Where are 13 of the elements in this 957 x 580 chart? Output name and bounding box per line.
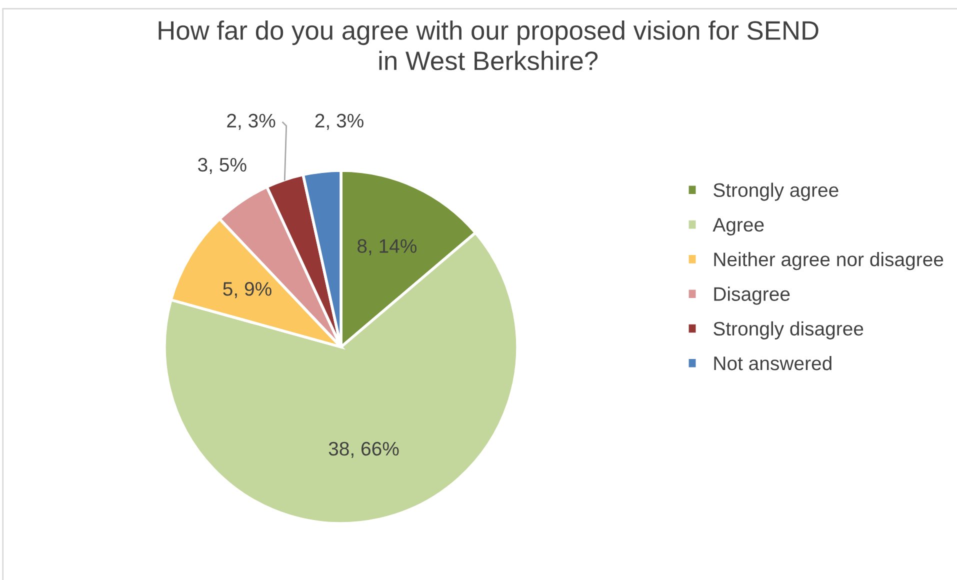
legend-label: Strongly disagree (714, 321, 864, 340)
data-label: 38, 66% (328, 442, 399, 458)
data-label: 3, 5% (198, 158, 246, 174)
legend-label: Agree (712, 218, 764, 236)
legend-label: Neither agree nor disagree (714, 252, 944, 270)
legend-label: Strongly agree (714, 182, 838, 201)
data-label: 2, 3% (227, 114, 276, 130)
data-label: 5, 9% (223, 282, 272, 298)
chart-title: How far do you agree with our proposed vision for SEND in West Berkshire? (158, 20, 818, 70)
data-label: 8, 14% (358, 239, 417, 256)
legend-label: Disagree (714, 286, 790, 305)
data-label: 2, 3% (315, 114, 364, 130)
legend-label: Not answered (714, 356, 832, 370)
